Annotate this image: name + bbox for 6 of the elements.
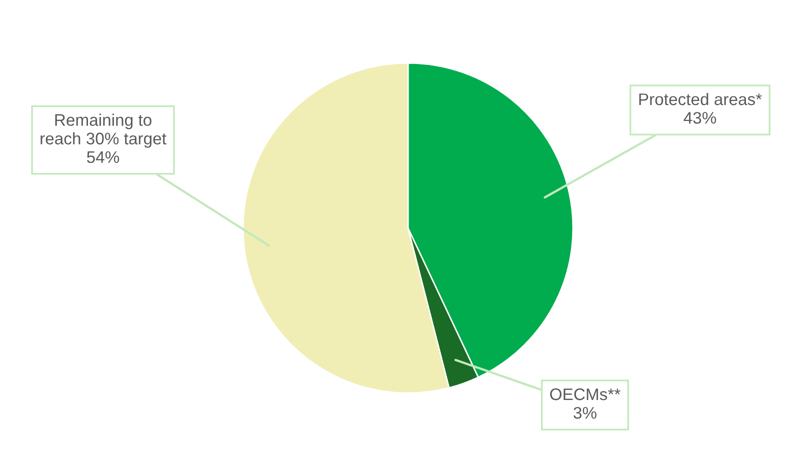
slice-label: Remaining to reach 30% target: [40, 114, 166, 148]
slice-label: Protected areas*: [639, 92, 762, 106]
data-label: 54%: [86, 151, 120, 164]
slice-label: OECMs**: [550, 388, 620, 400]
data-label: 43%: [684, 112, 716, 124]
data-label: 3%: [574, 406, 596, 419]
